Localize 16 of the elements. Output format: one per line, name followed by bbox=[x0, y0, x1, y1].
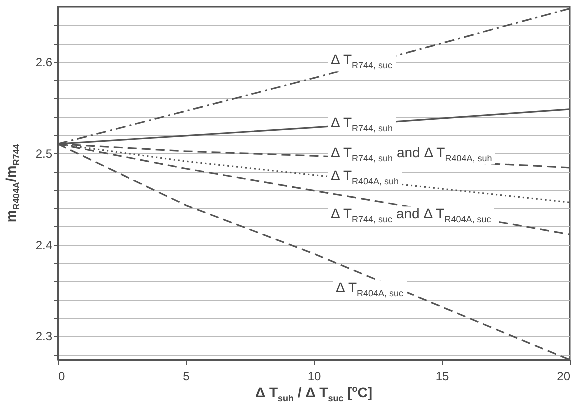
x-tick-label: 0 bbox=[58, 370, 66, 384]
annotation: Δ T$_{R744, suh}$ and Δ T$_{R404A, suh}$ bbox=[328, 144, 496, 164]
x-axis-title: Δ T$_{suh}$ / Δ T$_{suc}$ [$^{o}$C] bbox=[256, 384, 373, 404]
x-tick-label: 5 bbox=[183, 370, 190, 384]
annotation: Δ T$_{R744, suc}$ and Δ T$_{R404A, suc}$ bbox=[328, 206, 494, 226]
y-tick-label: 2.3 bbox=[36, 330, 53, 344]
annotation: Δ T$_{R744, suc}$ bbox=[328, 52, 396, 72]
y-tick-label: 2.6 bbox=[36, 55, 53, 70]
annotation: Δ T$_{R404A, suc}$ bbox=[333, 280, 407, 300]
x-tick-label: 10 bbox=[308, 370, 322, 384]
y-tick-label: 2.4 bbox=[36, 238, 53, 252]
annotation: Δ T$_{R744, suh}$ bbox=[328, 114, 396, 134]
y-tick-label: 2.5 bbox=[36, 146, 53, 161]
annotation: Δ T$_{R404A, suh}$ bbox=[328, 168, 402, 188]
x-tick-label: 15 bbox=[436, 370, 450, 384]
x-tick-label: 20 bbox=[557, 370, 571, 384]
